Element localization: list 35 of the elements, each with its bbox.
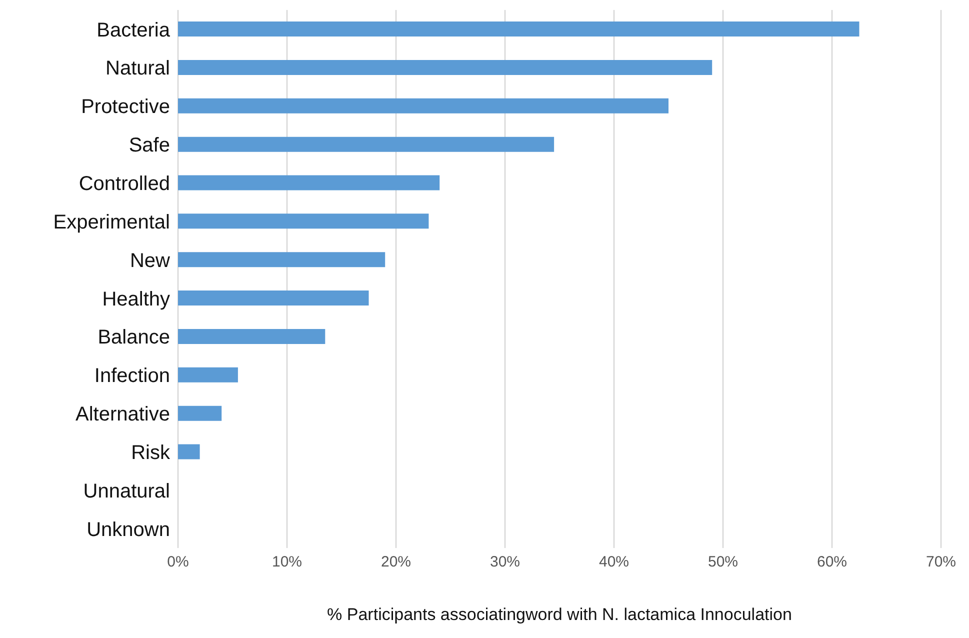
bar [178, 60, 712, 75]
bar [178, 252, 386, 268]
bar [178, 328, 326, 344]
x-tick-label: 30% [490, 554, 520, 571]
x-tick-label: 20% [380, 554, 412, 571]
y-tick-label: Natural [106, 58, 170, 80]
x-tick-label: 40% [598, 554, 630, 571]
bar [178, 175, 440, 190]
y-tick-label: Alternative [76, 404, 170, 426]
y-tick-label: Controlled [78, 173, 170, 196]
y-tick-label: Healthy [102, 288, 170, 310]
bar [178, 214, 429, 229]
y-tick-label: Infection [94, 365, 170, 388]
y-tick-label: Unnatural [83, 480, 170, 502]
y-tick-label: New [130, 250, 171, 272]
bar [178, 22, 860, 37]
y-tick-label: Unknown [86, 518, 170, 541]
x-tick-label: 70% [926, 554, 956, 571]
bar [178, 367, 238, 382]
y-tick-label: Balance [98, 326, 170, 349]
y-tick-label: Bacteria [96, 19, 171, 42]
y-tick-label: Risk [131, 442, 171, 464]
y-tick-label: Experimental [53, 211, 170, 234]
y-tick-label: Protective [81, 96, 170, 118]
bar [178, 406, 222, 421]
x-tick-label: 0% [167, 554, 189, 571]
y-tick-label: Safe [128, 134, 170, 157]
bar [178, 136, 554, 152]
x-tick-label: 10% [272, 554, 302, 571]
x-tick-label: 50% [708, 554, 738, 571]
x-axis-title: % Participants associatingword with N. lactamica Innoculation [327, 605, 792, 624]
bar [178, 98, 668, 114]
bar [178, 290, 369, 306]
bar [178, 444, 200, 460]
x-tick-label: 60% [816, 554, 848, 571]
